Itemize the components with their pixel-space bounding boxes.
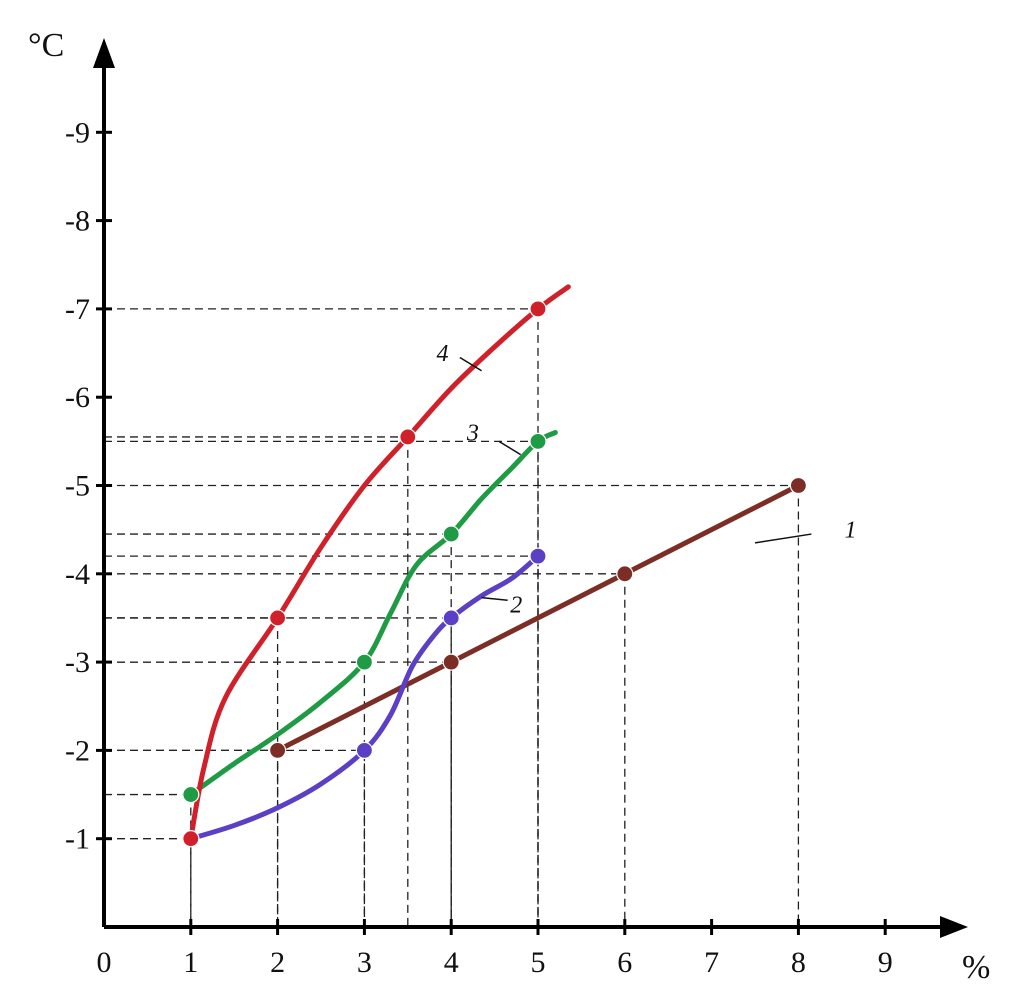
data-point-series-3 [182, 785, 200, 804]
y-tick-label: -5 [65, 470, 90, 503]
y-tick-label: -1 [65, 823, 90, 856]
data-point-series-4 [529, 300, 547, 318]
y-tick-label: -4 [65, 558, 90, 591]
data-point-series-4 [269, 609, 287, 627]
axes: 0 1 2 3 4 5 6 7 8 9 -1 -2 -3 -4 -5 -6 -7 -8 -9 °C% [28, 27, 990, 986]
data-point-series-4 [182, 830, 200, 848]
y-tick-label: -3 [65, 646, 90, 679]
series-labels: 1 2 3 4 [437, 341, 857, 619]
data-point-series-2 [529, 547, 547, 565]
series-label-3: 3 [466, 421, 479, 447]
x-tick-label: 2 [270, 946, 285, 979]
y-tick-label: -6 [65, 381, 90, 414]
series-line-1 [275, 483, 801, 753]
series-line-2 [188, 553, 541, 842]
series-label-1: 1 [844, 518, 856, 544]
x-tick-label: 8 [791, 946, 806, 979]
label-leader-series-2 [481, 596, 508, 602]
label-leader-series-4 [459, 356, 482, 372]
y-tick-label: -2 [65, 734, 90, 767]
x-tick-label: 5 [531, 946, 546, 979]
data-point-series-3 [529, 432, 547, 450]
data-points [182, 300, 808, 848]
x-tick-label: 6 [617, 946, 632, 979]
x-axis-arrow-icon [940, 916, 968, 938]
y-tick-label: -8 [65, 205, 90, 238]
label-leader-series-3 [498, 440, 522, 456]
x-tick-label: 7 [704, 946, 719, 979]
series-line-4 [188, 284, 571, 842]
data-point-series-3 [355, 653, 373, 671]
data-point-series-1 [616, 565, 634, 583]
x-tick-label: 3 [357, 946, 372, 979]
data-point-series-1 [789, 476, 808, 495]
series-line-3 [188, 430, 558, 798]
y-tick-label: -9 [65, 116, 90, 149]
data-point-series-2 [355, 741, 373, 760]
series-label-4: 4 [437, 341, 449, 367]
data-point-series-3 [442, 525, 460, 543]
label-leader-series-1 [754, 533, 812, 544]
y-axis-arrow-icon [93, 38, 115, 68]
y-axis-title: °C [28, 27, 64, 64]
x-tick-label: 0 [97, 946, 112, 979]
x-tick-label: 9 [878, 946, 893, 979]
y-tick-label: -7 [65, 293, 90, 326]
x-tick-label: 4 [444, 946, 459, 979]
data-point-series-2 [442, 609, 460, 627]
series-label-2: 2 [510, 593, 522, 619]
series-curves [188, 284, 801, 842]
x-tick-label: 1 [183, 946, 198, 979]
data-point-series-1 [269, 741, 287, 760]
data-point-series-4 [399, 428, 417, 446]
x-axis-title: % [962, 949, 990, 986]
data-point-series-1 [442, 653, 460, 671]
